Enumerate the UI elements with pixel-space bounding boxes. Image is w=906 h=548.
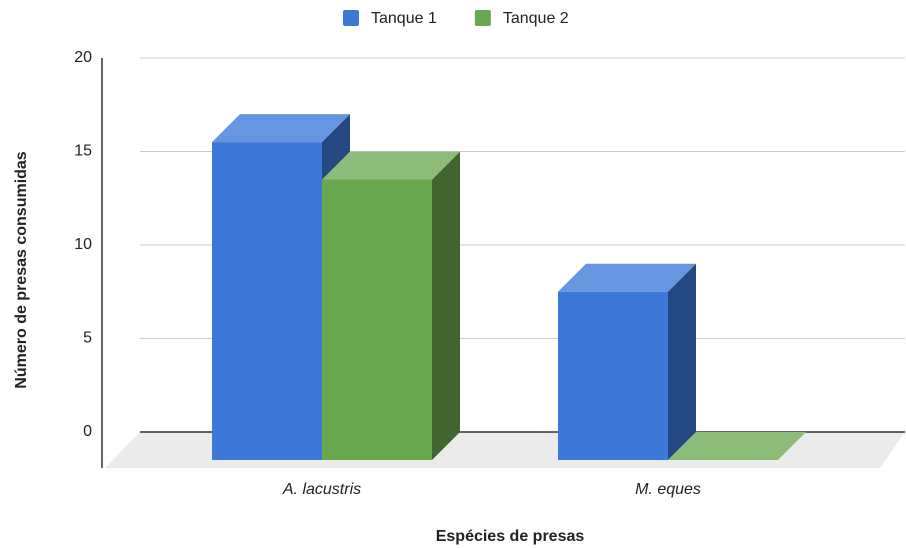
bar-side [668,263,696,460]
bar-top [322,151,460,180]
y-tick-label: 20 [74,49,92,66]
bar [558,291,668,460]
bar-top [558,263,696,292]
bar-side [432,151,460,460]
y-tick-label: 0 [83,423,92,440]
y-tick-label: 5 [83,330,92,347]
x-tick-label: M. eques [635,481,701,498]
bar [668,432,806,460]
y-axis-title: Número de presas consumidas [13,151,30,389]
legend-label: Tanque 1 [371,10,437,27]
legend-swatch [474,10,491,26]
bar-group [558,263,696,460]
y-tick-label: 10 [74,236,92,253]
x-axis-title: Espécies de presas [436,528,585,545]
bar-group [322,151,460,460]
y-tick-label: 15 [74,143,92,160]
legend-label: Tanque 2 [503,10,569,27]
legend-swatch [343,10,359,26]
bar [322,179,432,460]
bar [212,142,322,460]
x-tick-label: A. lacustris [282,481,361,498]
bar-top [212,114,350,143]
bar-group [668,432,806,460]
